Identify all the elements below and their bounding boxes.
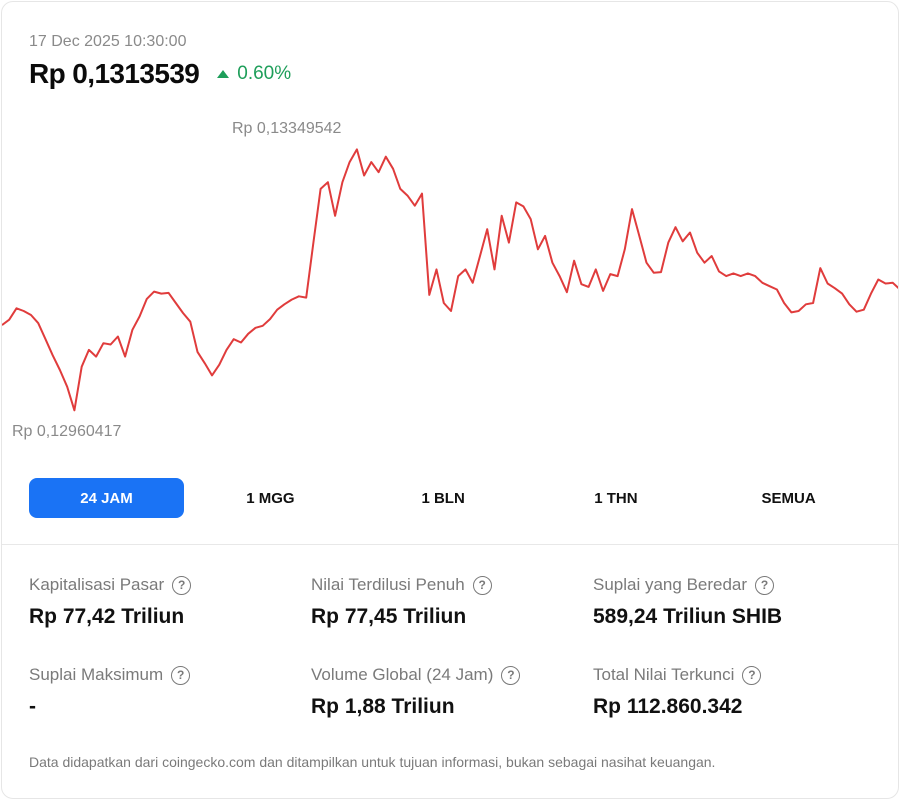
triangle-up-icon <box>217 70 230 78</box>
price-change: 0.60% <box>217 63 291 85</box>
stat-value: Rp 77,45 Triliun <box>311 605 467 628</box>
price-chart[interactable] <box>2 102 898 452</box>
help-icon[interactable]: ? <box>472 575 492 595</box>
help-icon[interactable]: ? <box>742 665 762 685</box>
stat-value: - <box>29 695 36 718</box>
stat-label: Suplai Maksimum <box>29 665 164 684</box>
price-chart-svg <box>2 148 898 412</box>
stat-label: Kapitalisasi Pasar <box>29 575 165 594</box>
help-icon[interactable]: ? <box>172 575 192 595</box>
help-icon[interactable]: ? <box>755 575 775 595</box>
chart-high-label: Rp 0,13349542 <box>232 120 342 137</box>
stat-total-value-locked: Total Nilai Terkunci? Rp 112.860.342 <box>593 665 873 719</box>
stat-label: Total Nilai Terkunci <box>593 665 735 684</box>
stat-label: Nilai Terdilusi Penuh <box>311 575 465 594</box>
tab-24-jam[interactable]: 24 JAM <box>29 478 184 518</box>
divider <box>2 544 898 545</box>
price-series-line <box>2 148 898 412</box>
tab-1-mgg[interactable]: 1 MGG <box>246 489 295 507</box>
stat-value: Rp 112.860.342 <box>593 695 743 718</box>
price-row: Rp 0,1313539 0.60% <box>29 58 291 90</box>
stat-value: Rp 77,42 Triliun <box>29 605 185 628</box>
tab-1-thn[interactable]: 1 THN <box>594 489 638 507</box>
stat-max-supply: Suplai Maksimum? - <box>29 665 309 719</box>
stat-label: Suplai yang Beredar <box>593 575 748 594</box>
stat-label: Volume Global (24 Jam) <box>311 665 494 684</box>
chart-low-label: Rp 0,12960417 <box>12 423 122 440</box>
stat-value: 589,24 Triliun SHIB <box>593 605 783 628</box>
help-icon[interactable]: ? <box>171 665 191 685</box>
stat-fully-diluted: Nilai Terdilusi Penuh? Rp 77,45 Triliun <box>311 575 591 629</box>
price-change-value: 0.60% <box>237 63 292 84</box>
stat-value: Rp 1,88 Triliun <box>311 695 455 718</box>
stat-circulating-supply: Suplai yang Beredar? 589,24 Triliun SHIB <box>593 575 873 629</box>
stat-market-cap: Kapitalisasi Pasar? Rp 77,42 Triliun <box>29 575 309 629</box>
tab-semua[interactable]: SEMUA <box>761 489 816 507</box>
current-price: Rp 0,1313539 <box>29 58 200 89</box>
tab-1-bln[interactable]: 1 BLN <box>421 489 465 507</box>
timestamp: 17 Dec 2025 10:30:00 <box>29 33 187 50</box>
disclaimer: Data didapatkan dari coingecko.com dan d… <box>29 754 716 770</box>
timeframe-tabs: 24 JAM 1 MGG 1 BLN 1 THN SEMUA <box>29 478 875 518</box>
help-icon[interactable]: ? <box>501 665 521 685</box>
stat-global-volume: Volume Global (24 Jam)? Rp 1,88 Triliun <box>311 665 591 719</box>
